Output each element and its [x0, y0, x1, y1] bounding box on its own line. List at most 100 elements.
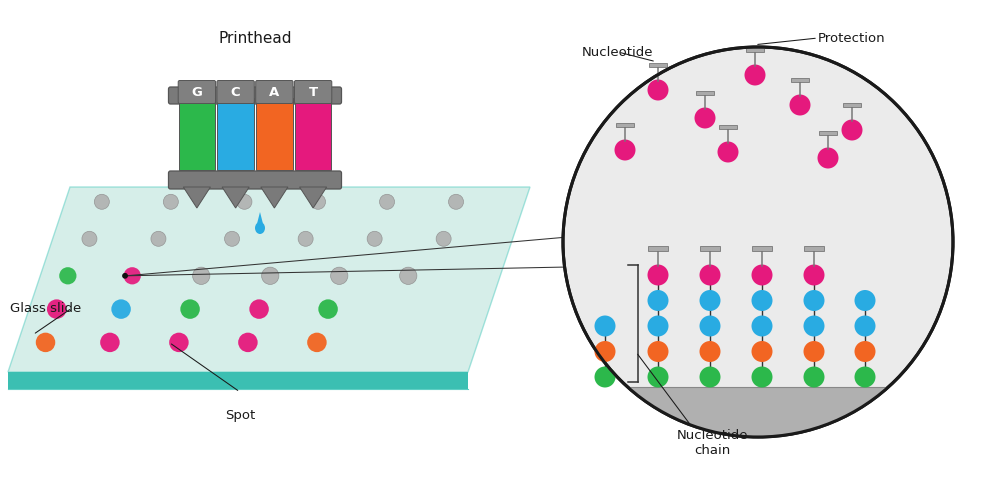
Circle shape	[151, 232, 166, 247]
Circle shape	[249, 300, 269, 319]
Circle shape	[123, 274, 127, 278]
Polygon shape	[300, 188, 326, 209]
Bar	[804, 247, 824, 251]
Circle shape	[699, 265, 720, 286]
Circle shape	[854, 341, 876, 362]
Circle shape	[648, 290, 669, 312]
Circle shape	[614, 140, 636, 161]
Circle shape	[237, 195, 252, 210]
Circle shape	[752, 290, 773, 312]
Circle shape	[648, 316, 669, 337]
Circle shape	[699, 367, 720, 388]
Text: Protection: Protection	[818, 33, 886, 46]
Circle shape	[318, 300, 338, 319]
Circle shape	[36, 333, 56, 352]
Circle shape	[164, 195, 179, 210]
Ellipse shape	[255, 223, 265, 235]
Circle shape	[308, 333, 326, 352]
Circle shape	[854, 316, 876, 337]
Bar	[648, 247, 668, 251]
Circle shape	[594, 367, 615, 388]
Bar	[217, 99, 254, 171]
Circle shape	[648, 80, 669, 101]
Circle shape	[648, 341, 669, 362]
Circle shape	[694, 108, 715, 129]
Bar	[563, 387, 953, 437]
Bar	[752, 247, 772, 251]
Circle shape	[224, 232, 239, 247]
Circle shape	[854, 367, 876, 388]
FancyBboxPatch shape	[169, 172, 341, 190]
FancyBboxPatch shape	[217, 81, 254, 104]
Text: Spot: Spot	[225, 408, 255, 421]
Circle shape	[699, 316, 720, 337]
Polygon shape	[222, 188, 249, 209]
Circle shape	[310, 195, 325, 210]
Circle shape	[817, 148, 838, 169]
Circle shape	[181, 300, 199, 319]
Circle shape	[804, 367, 824, 388]
Circle shape	[699, 341, 720, 362]
Text: Printhead: Printhead	[218, 31, 292, 47]
Circle shape	[111, 300, 131, 319]
FancyBboxPatch shape	[169, 88, 341, 105]
Circle shape	[100, 333, 120, 352]
Polygon shape	[8, 372, 468, 389]
Circle shape	[367, 232, 382, 247]
Circle shape	[124, 268, 141, 285]
Circle shape	[436, 232, 451, 247]
Bar	[791, 79, 809, 83]
Circle shape	[594, 316, 615, 337]
Text: A: A	[269, 86, 280, 99]
Text: C: C	[231, 86, 240, 99]
Circle shape	[717, 142, 738, 163]
Bar	[179, 99, 215, 171]
Circle shape	[804, 341, 824, 362]
Circle shape	[854, 290, 876, 312]
Circle shape	[330, 268, 348, 285]
Circle shape	[94, 195, 109, 210]
Text: T: T	[309, 86, 317, 99]
Text: Glass slide: Glass slide	[10, 302, 81, 315]
Circle shape	[400, 268, 417, 285]
Circle shape	[648, 265, 669, 286]
Circle shape	[752, 341, 773, 362]
Circle shape	[804, 316, 824, 337]
Bar	[700, 247, 720, 251]
Circle shape	[790, 96, 810, 116]
FancyBboxPatch shape	[256, 81, 293, 104]
FancyBboxPatch shape	[179, 81, 215, 104]
Bar	[295, 99, 331, 171]
Circle shape	[648, 367, 669, 388]
Text: G: G	[191, 86, 202, 99]
Polygon shape	[257, 213, 263, 224]
Bar	[746, 48, 764, 52]
Circle shape	[60, 268, 76, 285]
Circle shape	[594, 341, 615, 362]
Circle shape	[804, 265, 824, 286]
Circle shape	[238, 333, 258, 352]
Circle shape	[47, 300, 66, 319]
Bar	[719, 125, 737, 129]
Circle shape	[82, 232, 97, 247]
Circle shape	[699, 290, 720, 312]
Circle shape	[170, 333, 188, 352]
Circle shape	[380, 195, 395, 210]
Circle shape	[752, 316, 773, 337]
Circle shape	[192, 268, 210, 285]
FancyBboxPatch shape	[295, 81, 331, 104]
Bar	[649, 64, 667, 67]
Bar	[696, 92, 714, 96]
Bar	[819, 132, 837, 135]
Circle shape	[448, 195, 463, 210]
Text: Nucleotide
chain: Nucleotide chain	[677, 428, 748, 456]
Circle shape	[841, 120, 862, 141]
Bar	[616, 123, 634, 127]
Circle shape	[745, 65, 766, 86]
Polygon shape	[8, 188, 530, 372]
Polygon shape	[261, 188, 288, 209]
Circle shape	[752, 265, 773, 286]
Circle shape	[563, 48, 953, 437]
Bar	[843, 104, 861, 108]
Circle shape	[299, 232, 313, 247]
